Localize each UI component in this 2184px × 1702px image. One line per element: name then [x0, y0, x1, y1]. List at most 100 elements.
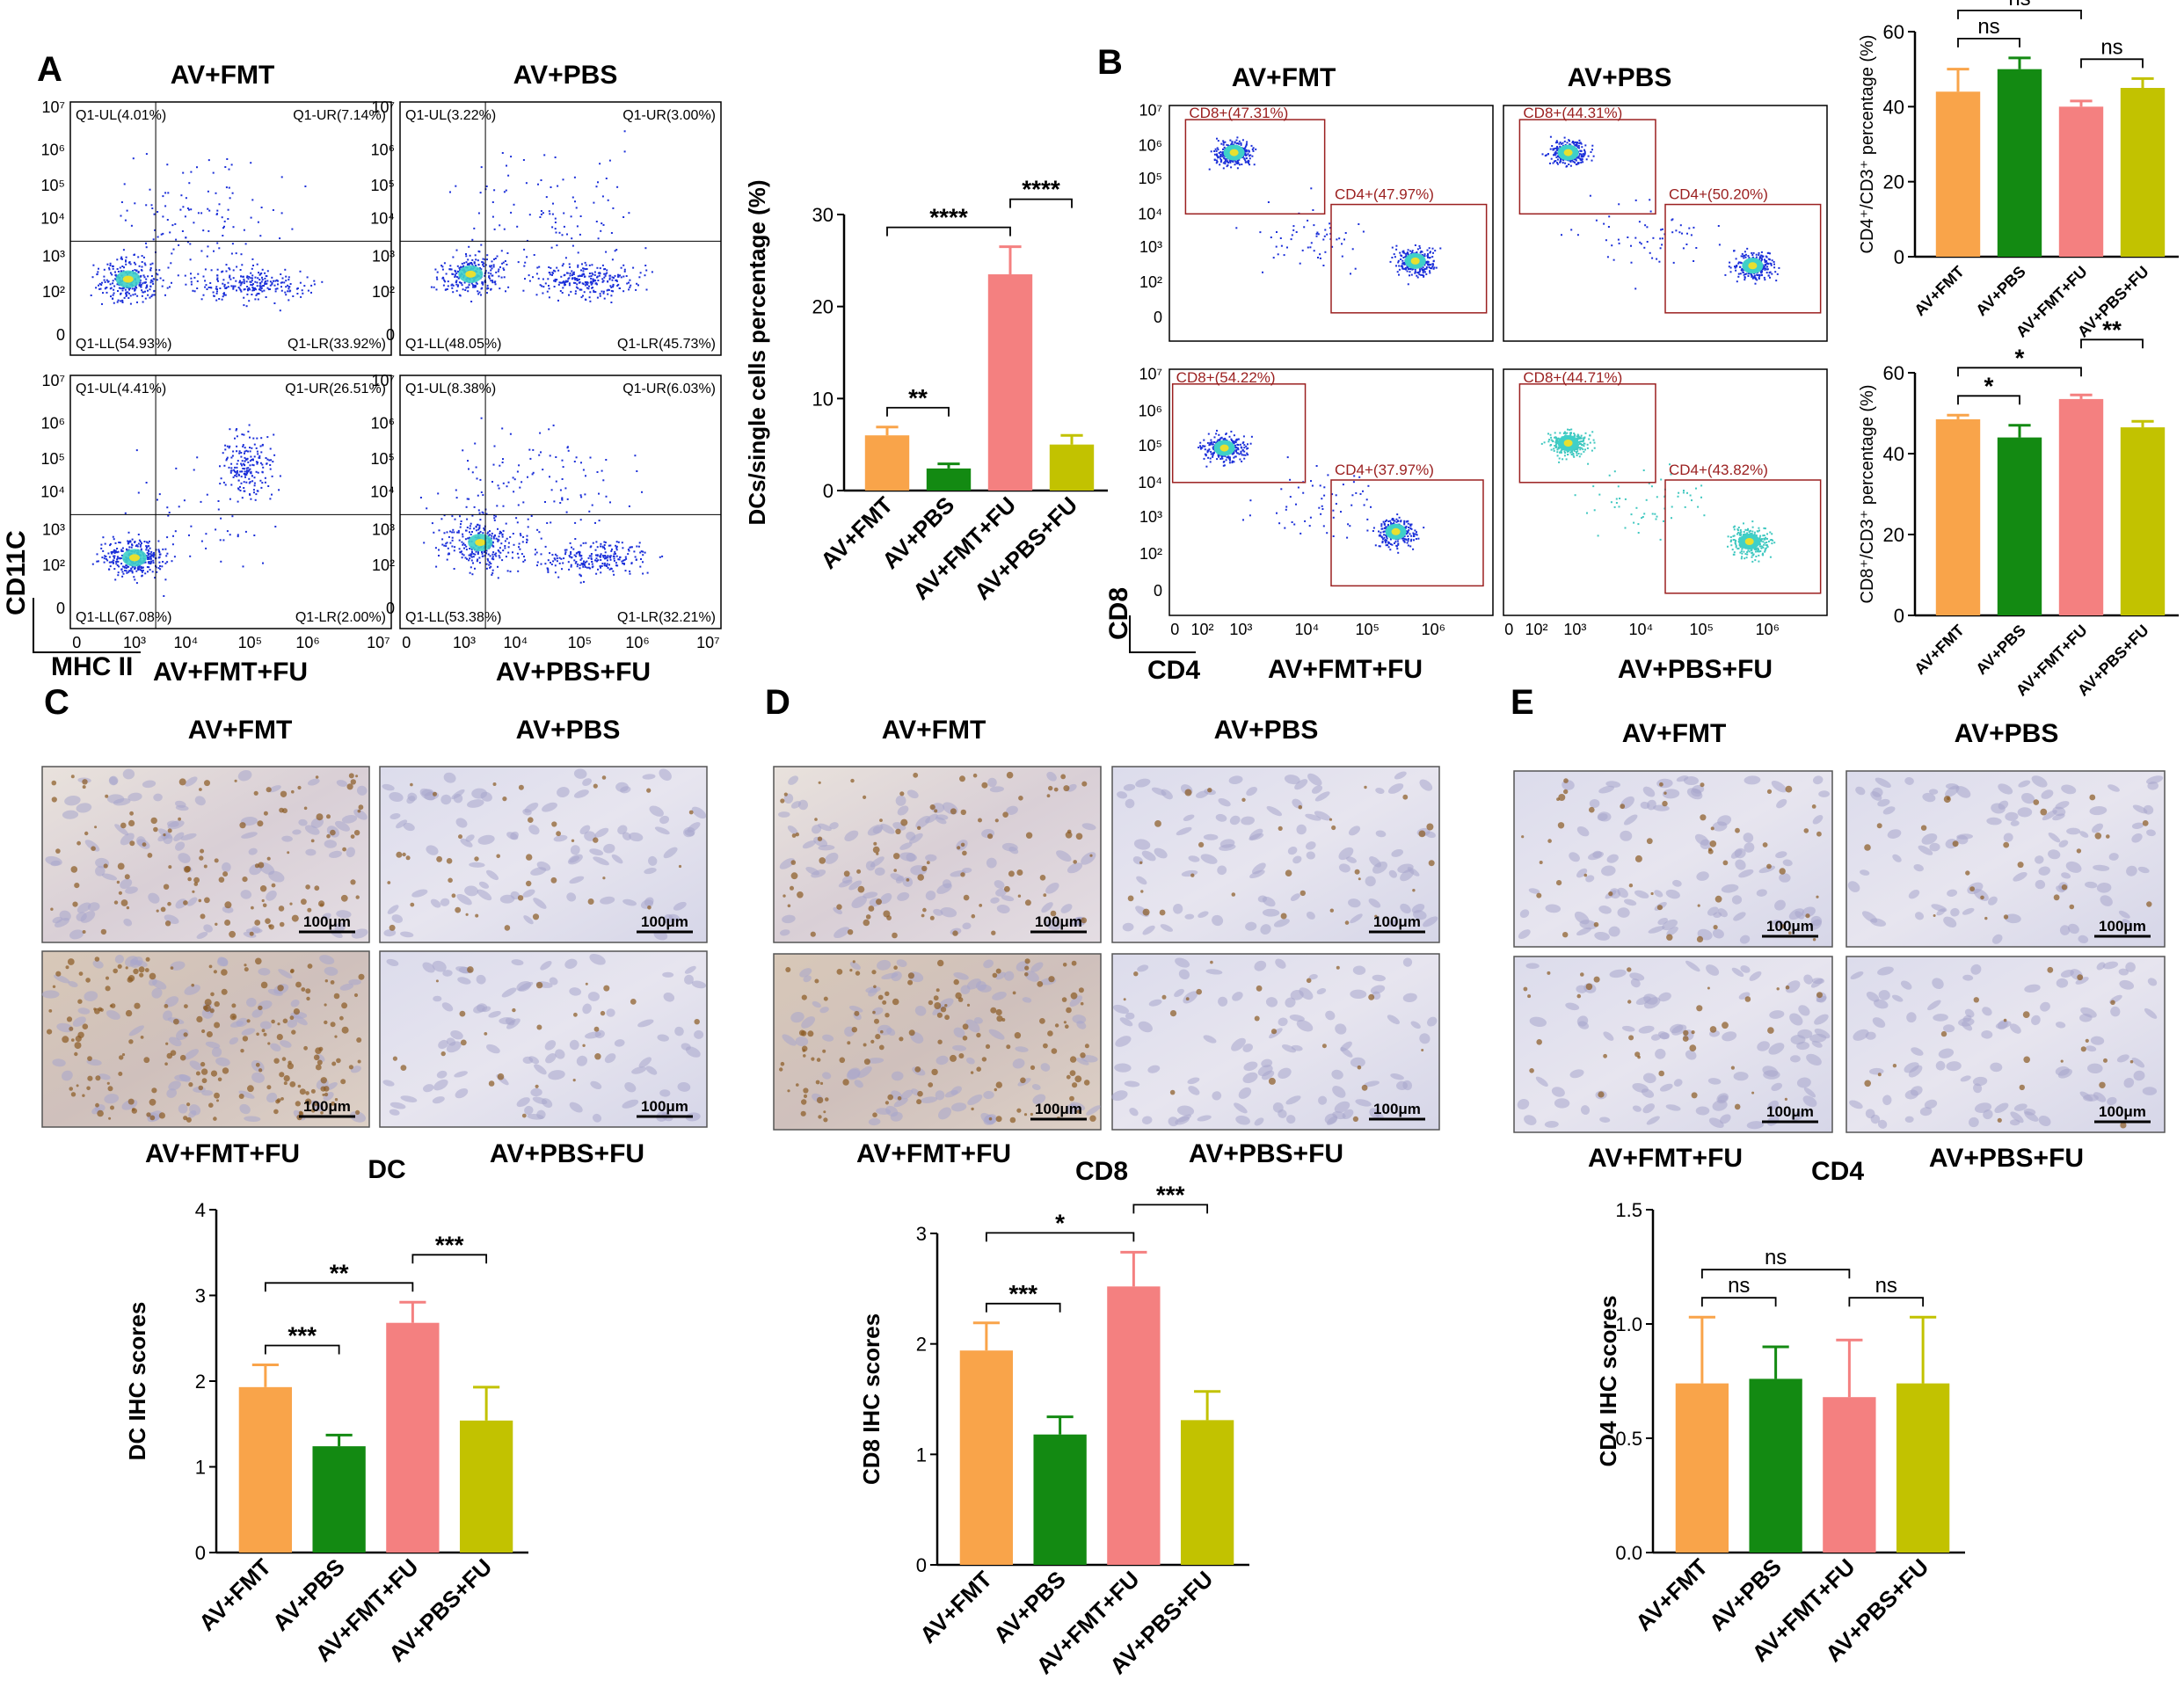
- flow-dot: [1570, 428, 1573, 431]
- flow-dot: [472, 552, 475, 555]
- flow-dot: [1394, 542, 1395, 544]
- flow-dot: [141, 542, 142, 544]
- flow-dot: [273, 302, 276, 304]
- flow-dot: [1554, 154, 1557, 156]
- flow-dot: [1572, 455, 1575, 457]
- flow-dot: [1338, 237, 1341, 240]
- flow-dot: [114, 578, 117, 581]
- flow-dot: [614, 274, 616, 277]
- flow-dot: [542, 292, 544, 295]
- flow-dot: [1419, 247, 1422, 250]
- flow-dot: [109, 262, 112, 265]
- flow-dot: [1384, 539, 1387, 542]
- flow-dot: [588, 563, 590, 565]
- flow-dot: [112, 282, 114, 285]
- flow-dot: [141, 574, 143, 577]
- flow-dot: [1764, 258, 1765, 261]
- flow-dot: [105, 556, 107, 557]
- flow-dot: [1403, 263, 1406, 265]
- flow-dot: [127, 292, 130, 295]
- flow-dot: [225, 270, 228, 273]
- flow-dot: [1743, 534, 1744, 536]
- flow-dot: [1413, 539, 1415, 542]
- flow-dot: [289, 289, 292, 292]
- flow-dot: [1758, 529, 1760, 532]
- flow-dot: [103, 557, 106, 560]
- flow-dot: [573, 559, 576, 562]
- flow-dot: [455, 280, 458, 282]
- flow-dot: [518, 546, 520, 549]
- flow-dot: [537, 277, 540, 280]
- flow-dot: [456, 285, 459, 287]
- flow-dot: [569, 265, 571, 268]
- flow-dot: [1233, 461, 1235, 463]
- flow-dot: [523, 265, 526, 267]
- flow-dot: [562, 263, 564, 265]
- flow-dot: [479, 530, 482, 533]
- flow-dot: [426, 507, 428, 510]
- flow-dot: [223, 220, 226, 222]
- quadrant-ur-label: Q1-UR(6.03%): [622, 382, 716, 396]
- flow-dot: [487, 272, 490, 274]
- flow-dot: [608, 159, 611, 162]
- flow-dot: [162, 195, 164, 198]
- flow-dot: [1402, 537, 1405, 540]
- flow-dot: [1233, 456, 1235, 459]
- cd4-gate-label: CD4+(47.97%): [1335, 186, 1434, 203]
- flow-dot: [171, 224, 174, 227]
- flow-dot: [204, 268, 207, 271]
- flow-dot: [548, 285, 550, 287]
- flow-dot: [593, 201, 595, 204]
- flow-dot: [112, 550, 114, 553]
- flow-dot: [1331, 245, 1334, 248]
- flow-dot: [1644, 224, 1647, 227]
- flow-dot: [1740, 255, 1743, 258]
- flow-dot: [103, 561, 106, 564]
- flow-dot: [493, 445, 496, 447]
- flow-dot: [112, 294, 114, 296]
- flow-dot: [580, 557, 583, 560]
- flow-dot: [158, 561, 161, 564]
- flow-dot: [584, 493, 586, 496]
- flow-dot: [162, 232, 164, 235]
- flow-dot: [1423, 268, 1426, 270]
- flow-dot: [244, 458, 247, 461]
- flow-dot: [601, 563, 604, 564]
- flow-dot: [255, 294, 258, 296]
- flow-dot: [455, 249, 458, 251]
- flow-dot: [462, 543, 464, 546]
- flow-dot: [1568, 139, 1570, 142]
- flow-dot: [157, 498, 158, 501]
- flow-dot: [1758, 274, 1761, 277]
- flow-dot: [571, 272, 574, 274]
- flow-dot: [586, 281, 588, 283]
- flow-dot: [1385, 526, 1387, 528]
- flow-dot: [447, 547, 449, 549]
- flow-dot: [192, 289, 194, 292]
- panel-a-label-fmt: AV+FMT: [171, 61, 275, 90]
- flow-dot: [136, 545, 139, 548]
- flow-dot: [242, 445, 244, 447]
- flow-dot: [119, 542, 121, 544]
- flow-dot: [490, 288, 492, 291]
- flow-dot: [106, 559, 109, 562]
- flow-dot: [1733, 535, 1736, 537]
- flow-dot: [574, 281, 577, 284]
- flow-dot: [121, 302, 124, 303]
- flow-dot: [1272, 257, 1275, 259]
- flow-dot: [568, 555, 571, 557]
- flow-dot: [604, 555, 607, 556]
- flow-dot: [127, 542, 129, 544]
- flow-dot: [1741, 552, 1744, 555]
- flow-dot: [1209, 457, 1212, 460]
- flow-dot: [461, 541, 463, 543]
- flow-dot: [585, 561, 586, 564]
- flow-dot: [247, 430, 250, 433]
- flow-dot: [615, 552, 616, 555]
- flow-dot: [299, 270, 302, 273]
- flow-dot: [1219, 164, 1221, 166]
- flow-dot: [490, 537, 492, 540]
- flow-dot: [459, 526, 462, 528]
- flow-dot: [1372, 527, 1375, 529]
- flow-dot: [243, 278, 245, 280]
